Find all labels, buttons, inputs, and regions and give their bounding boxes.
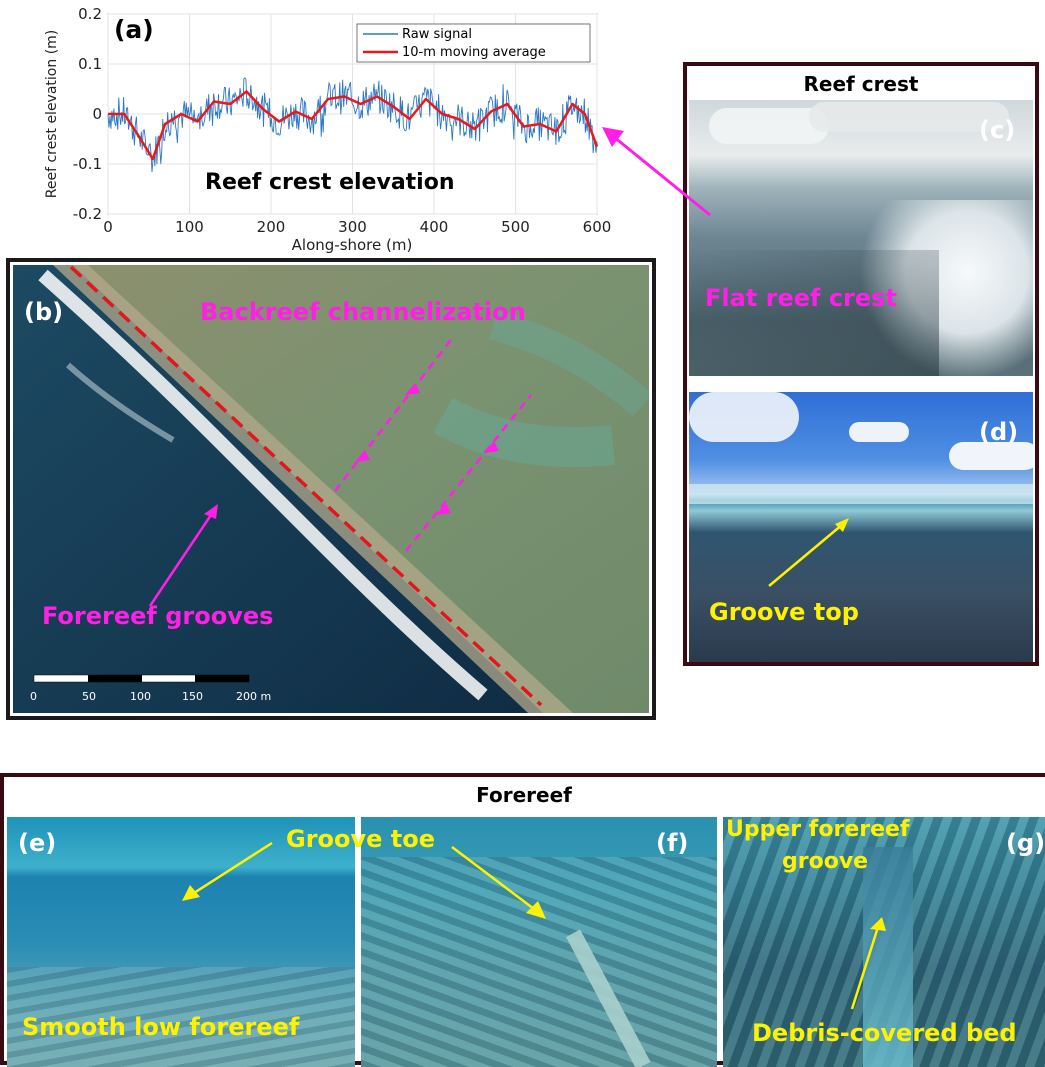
groove-toe-arrow-f [451, 846, 535, 910]
x-tick-label: 400 [420, 218, 449, 236]
groove-top-annotation: Groove top [709, 598, 859, 626]
forereef-arrow [148, 511, 215, 607]
upper-forereef-annotation-2: groove [782, 849, 869, 874]
y-tick-label: -0.1 [73, 155, 102, 173]
scale-tick-100: 100 [130, 690, 151, 703]
y-tick-label: -0.2 [73, 205, 102, 223]
panel-d-label: (d) [979, 418, 1019, 446]
legend-raw-label: Raw signal [402, 27, 472, 42]
elevation-chart: 0 100 200 300 400 500 600 0.2 0.1 0 -0.1 -0.2 Alon… [44, 5, 612, 254]
x-tick-label: 600 [583, 218, 612, 236]
panel-f-label: (f) [656, 829, 689, 857]
groove-toe-annotation: Groove toe [286, 825, 436, 853]
panel-a-annotation: Reef crest elevation [205, 170, 455, 195]
scale-tick-150: 150 [182, 690, 203, 703]
moving-average-line [108, 90, 599, 161]
x-axis-label: Along-shore (m) [292, 236, 413, 254]
panel-g-label: (g) [1006, 829, 1045, 857]
scale-tick-50: 50 [82, 690, 96, 703]
x-tick-label: 100 [175, 218, 204, 236]
y-axis-label: Reef crest elevation (m) [44, 30, 60, 199]
legend [356, 23, 591, 63]
scale-tick-0: 0 [30, 690, 37, 703]
photo-e [7, 817, 355, 1067]
forereef-title: Forereef [476, 783, 572, 807]
scale-ticks: 0 50 100 150 200 m [30, 690, 330, 706]
photo-c [689, 100, 1033, 376]
panel-a-label: (a) [114, 15, 154, 44]
upper-forereef-annotation-1: Upper forereef [726, 817, 910, 842]
forereef-frame: Forereef (e) (f) (g) Groove toe Upper fo… [0, 773, 1045, 1067]
smooth-low-forereef-annotation: Smooth low forereef [22, 1013, 300, 1041]
panel-b-frame: (b) Backreef channelization Forereef gro… [6, 258, 656, 720]
reef-crest-frame: Reef crest (c) Flat reef crest (d) Groov… [683, 62, 1039, 666]
channel-line-2 [405, 394, 532, 552]
reef-crest-title: Reef crest [803, 72, 919, 96]
forereef-grooves-annotation: Forereef grooves [42, 602, 274, 630]
satellite-scene [13, 265, 649, 713]
flat-reef-crest-annotation: Flat reef crest [705, 284, 897, 312]
photo-d [689, 392, 1033, 662]
y-tick-label: 0 [92, 105, 102, 123]
backreef-annotation: Backreef channelization [200, 298, 526, 326]
reef-crest-line [69, 265, 543, 707]
forereef-arrows [182, 841, 886, 1010]
channel-line-1 [334, 336, 454, 492]
photo-f [361, 817, 717, 1067]
x-tick-label: 500 [501, 218, 530, 236]
scale-tick-200: 200 m [236, 690, 272, 703]
y-tick-label: 0.1 [78, 55, 102, 73]
panel-a-chart: 0 100 200 300 400 500 600 0.2 0.1 0 -0.1 -0.2 Alon… [0, 0, 660, 258]
legend-avg-label: 10-m moving average [402, 45, 546, 60]
c-to-a-arrow [602, 127, 711, 217]
panel-c-label: (c) [979, 116, 1016, 144]
raw-signal-line [107, 77, 598, 173]
groove-top-arrow [768, 523, 844, 587]
debris-arrow [850, 926, 880, 1010]
groove-top-arrow-layer [768, 518, 849, 587]
x-tick-label: 0 [103, 218, 113, 236]
x-tick-label: 300 [338, 218, 367, 236]
panel-e-label: (e) [18, 829, 57, 857]
satellite-image [13, 265, 649, 713]
groove-toe-arrow-e [193, 841, 273, 895]
photo-g [723, 817, 1045, 1067]
debris-covered-bed-annotation: Debris-covered bed [752, 1019, 1017, 1047]
x-tick-label: 200 [257, 218, 286, 236]
panel-b-label: (b) [24, 298, 64, 326]
y-tick-label: 0.2 [78, 5, 102, 23]
